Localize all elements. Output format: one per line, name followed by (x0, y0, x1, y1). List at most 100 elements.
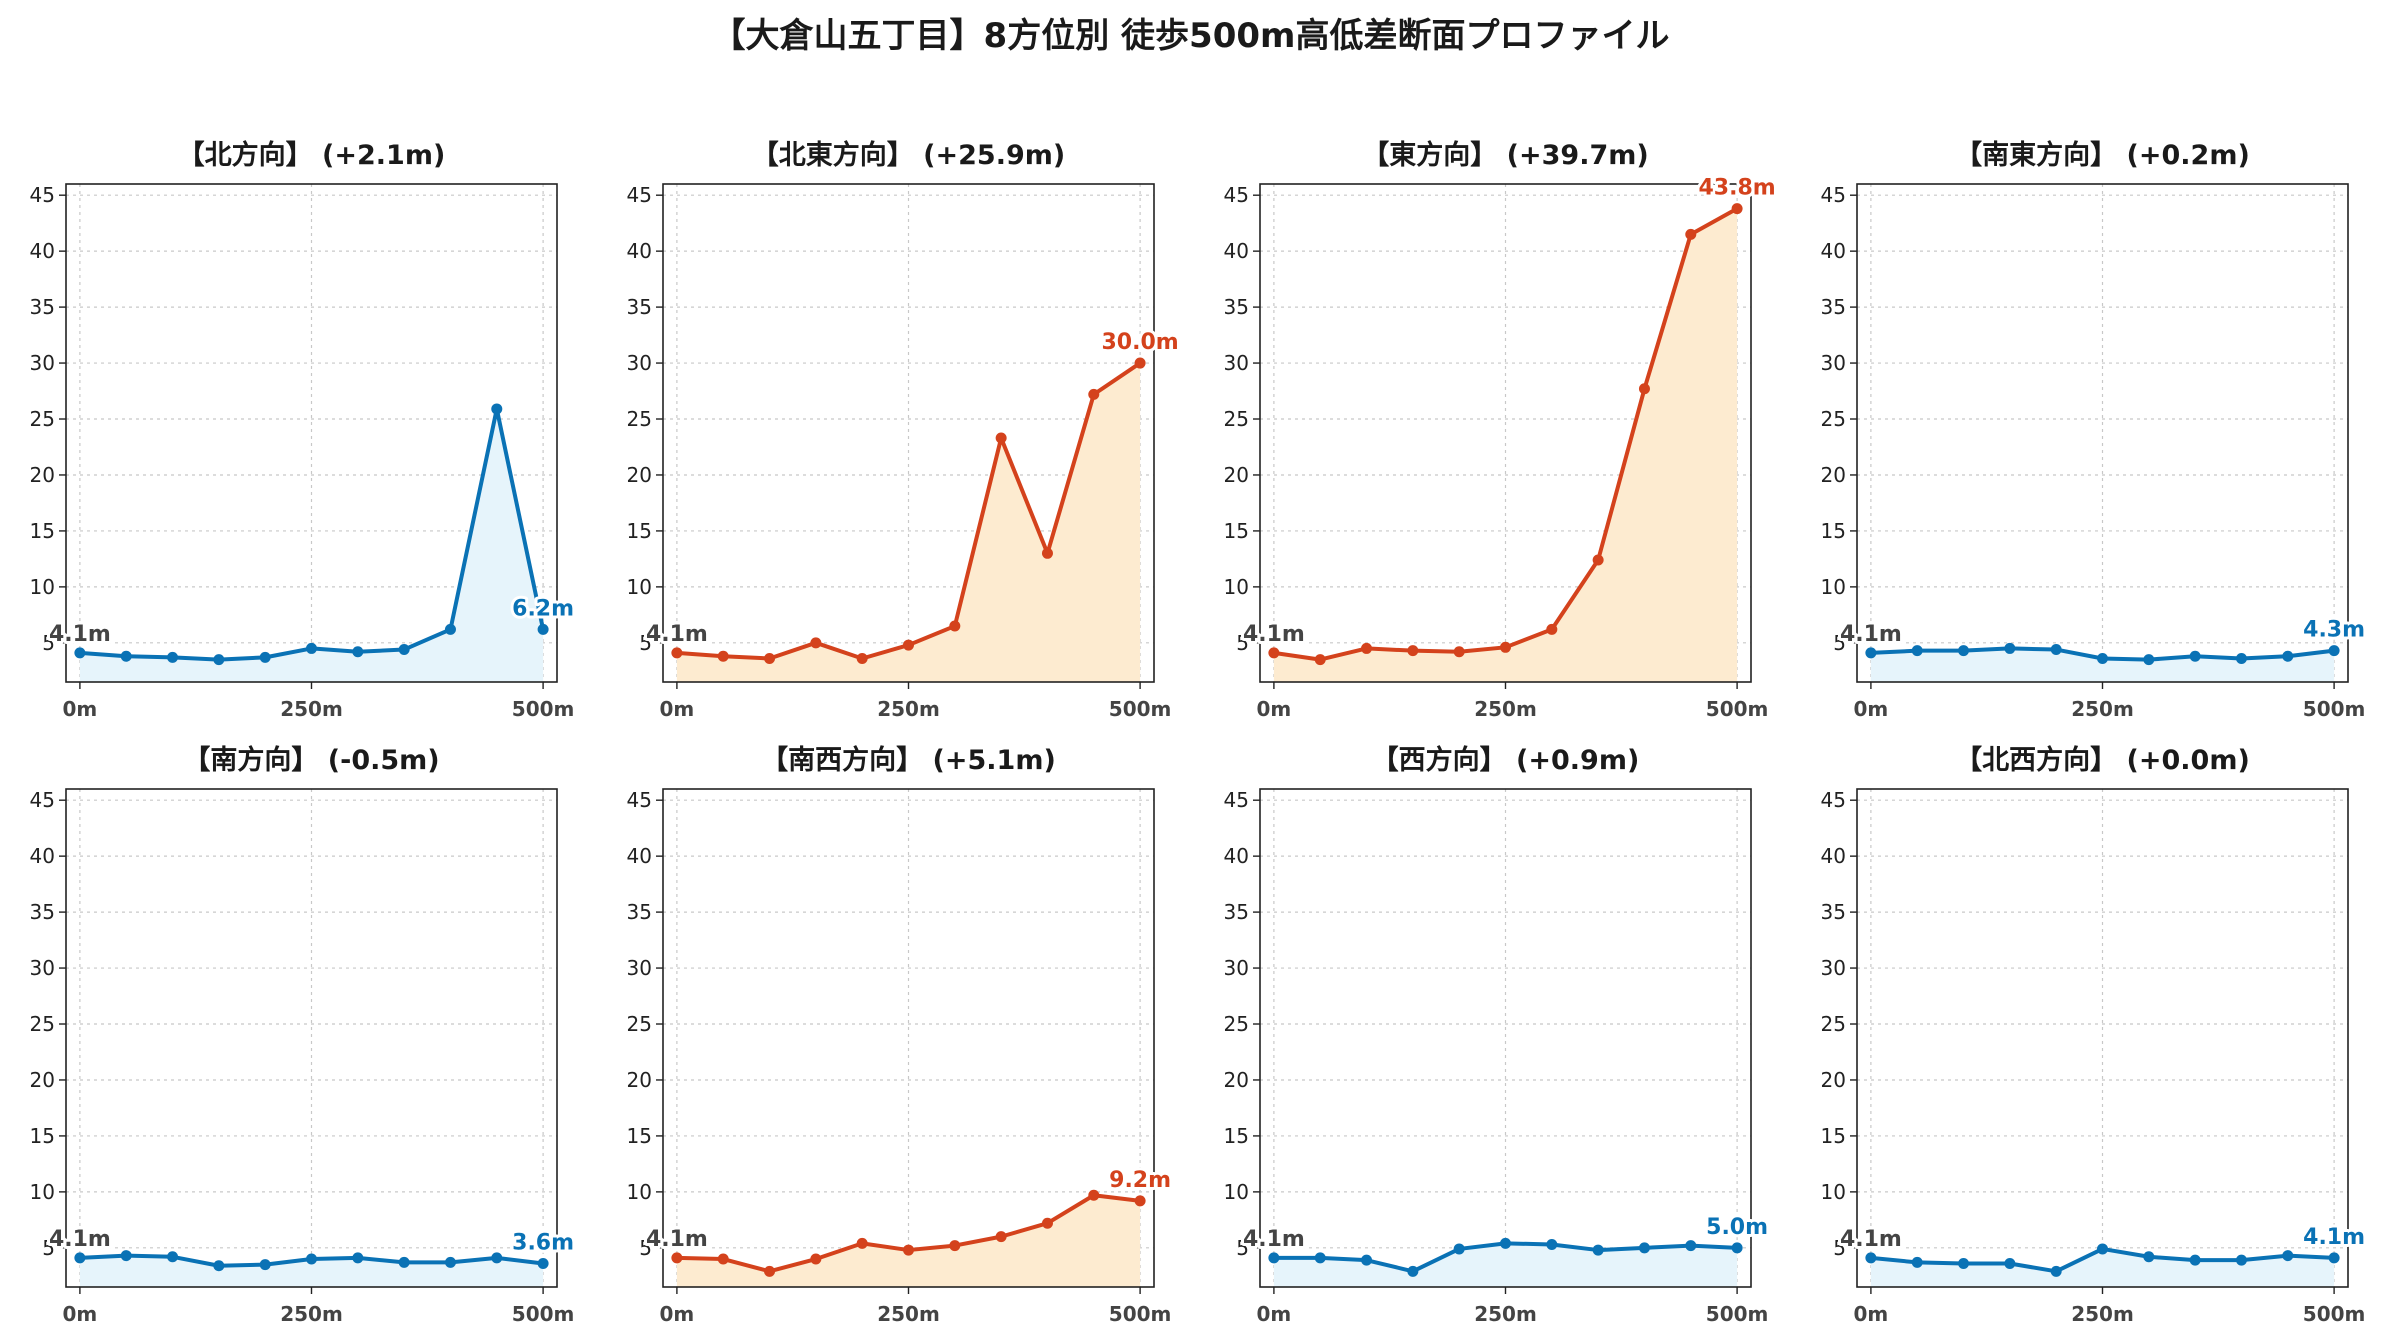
profile-panel-1: 【北東方向】 (+25.9m) 5 10 15 20 25 30 35 40 45 0m 250m 50… (627, 139, 1182, 721)
y-tick-label: 30 (627, 956, 652, 980)
y-tick-label: 25 (1224, 1012, 1249, 1036)
data-point-7 (2189, 1254, 2201, 1266)
data-point-9 (491, 403, 503, 415)
data-point-6 (352, 1252, 364, 1264)
y-tick-label: 15 (1821, 1124, 1846, 1148)
data-point-1 (717, 1253, 729, 1265)
profile-panel-4: 【南方向】 (-0.5m) 5 10 15 20 25 30 35 40 45 0m 250m 500m… (30, 744, 578, 1326)
data-point-7 (398, 644, 410, 656)
area-fill (1273, 208, 1738, 682)
data-point-5 (306, 642, 317, 654)
end-elevation-label: 5.0m (1706, 1215, 1768, 1240)
data-point-0 (1268, 1252, 1280, 1264)
y-tick-label: 15 (627, 519, 652, 543)
y-tick-label: 15 (30, 1124, 55, 1148)
data-point-0 (1865, 1252, 1877, 1264)
start-elevation-label: 4.1m (49, 1227, 111, 1252)
area-fill (1870, 1248, 2335, 1287)
y-tick-label: 35 (1224, 295, 1249, 319)
x-tick-label: 500m (1706, 1302, 1769, 1326)
x-tick-label: 500m (1109, 1302, 1172, 1326)
plot-frame (1856, 788, 2349, 1288)
start-elevation-label: 4.1m (1243, 1227, 1305, 1252)
y-tick-label: 10 (30, 575, 55, 599)
y-tick-label: 35 (1821, 900, 1846, 924)
y-tick-label: 5 (1236, 631, 1249, 655)
panel-title: 【西方向】 (+0.9m) (1372, 744, 1640, 776)
end-elevation-label: 30.0m (1101, 330, 1178, 355)
y-tick-label: 10 (1224, 575, 1249, 599)
panel-title: 【南方向】 (-0.5m) (183, 744, 439, 776)
data-point-4 (1453, 1243, 1465, 1255)
panel-title: 【北方向】 (+2.1m) (178, 139, 446, 171)
area-fill (1870, 648, 2335, 682)
data-point-4 (856, 652, 868, 664)
data-point-8 (1638, 383, 1650, 395)
end-elevation-label: 4.3m (2303, 618, 2365, 643)
y-tick-label: 25 (627, 1012, 652, 1036)
data-point-1 (120, 650, 132, 662)
y-tick-label: 10 (30, 1180, 55, 1204)
data-point-9 (2282, 650, 2294, 662)
data-point-10 (1134, 357, 1146, 369)
panel-title: 【東方向】 (+39.7m) (1362, 139, 1648, 171)
data-point-3 (1407, 1265, 1419, 1277)
y-tick-label: 20 (1821, 463, 1846, 487)
data-point-10 (537, 1257, 549, 1269)
data-point-10 (1731, 1242, 1743, 1254)
y-tick-label: 5 (42, 631, 55, 655)
data-point-2 (764, 652, 776, 664)
end-elevation-label: 3.6m (512, 1230, 574, 1255)
y-tick-label: 15 (1224, 519, 1249, 543)
area-fill (1273, 1243, 1738, 1287)
data-point-8 (1041, 547, 1053, 559)
data-point-10 (537, 623, 549, 635)
y-tick-label: 5 (42, 1236, 55, 1260)
data-point-0 (1268, 647, 1280, 659)
y-tick-label: 20 (30, 463, 55, 487)
x-tick-label: 250m (1474, 697, 1537, 721)
y-tick-label: 30 (1821, 956, 1846, 980)
data-point-6 (1546, 623, 1558, 635)
x-tick-label: 250m (877, 1302, 940, 1326)
data-point-6 (2143, 1251, 2155, 1263)
data-point-7 (995, 1231, 1007, 1243)
data-point-4 (259, 651, 271, 663)
data-point-10 (2328, 645, 2340, 657)
y-tick-label: 10 (627, 575, 652, 599)
data-point-8 (444, 1256, 456, 1268)
y-tick-label: 30 (30, 956, 55, 980)
data-point-3 (810, 1253, 822, 1265)
y-tick-label: 40 (1224, 239, 1249, 263)
y-tick-label: 10 (1821, 1180, 1846, 1204)
x-tick-label: 500m (512, 697, 575, 721)
y-tick-label: 35 (1224, 900, 1249, 924)
profile-panel-5: 【南西方向】 (+5.1m) 5 10 15 20 25 30 35 40 45 0m 250m 500… (627, 744, 1175, 1326)
data-point-3 (810, 637, 822, 649)
area-fill (79, 408, 544, 682)
data-point-1 (120, 1250, 132, 1262)
y-tick-label: 30 (1224, 956, 1249, 980)
data-point-9 (2282, 1250, 2294, 1262)
panel-title: 【南東方向】 (+0.2m) (1955, 139, 2250, 171)
data-point-1 (1911, 1256, 1923, 1268)
y-tick-label: 10 (1821, 575, 1846, 599)
data-point-4 (2050, 1265, 2062, 1277)
data-point-2 (1958, 645, 1970, 657)
data-point-8 (1638, 1242, 1650, 1254)
y-tick-label: 20 (1224, 463, 1249, 487)
y-tick-label: 40 (627, 844, 652, 868)
data-point-8 (2235, 1254, 2247, 1266)
end-elevation-label: 4.1m (2303, 1225, 2365, 1250)
y-tick-label: 40 (30, 239, 55, 263)
y-tick-label: 5 (639, 1236, 652, 1260)
y-tick-label: 5 (1833, 1236, 1846, 1260)
plot-frame (1259, 788, 1752, 1288)
data-point-5 (903, 639, 914, 651)
y-tick-label: 45 (30, 788, 55, 812)
data-point-2 (1958, 1257, 1970, 1269)
data-point-9 (1685, 228, 1697, 240)
data-point-1 (1314, 654, 1326, 666)
data-point-9 (491, 1252, 503, 1264)
